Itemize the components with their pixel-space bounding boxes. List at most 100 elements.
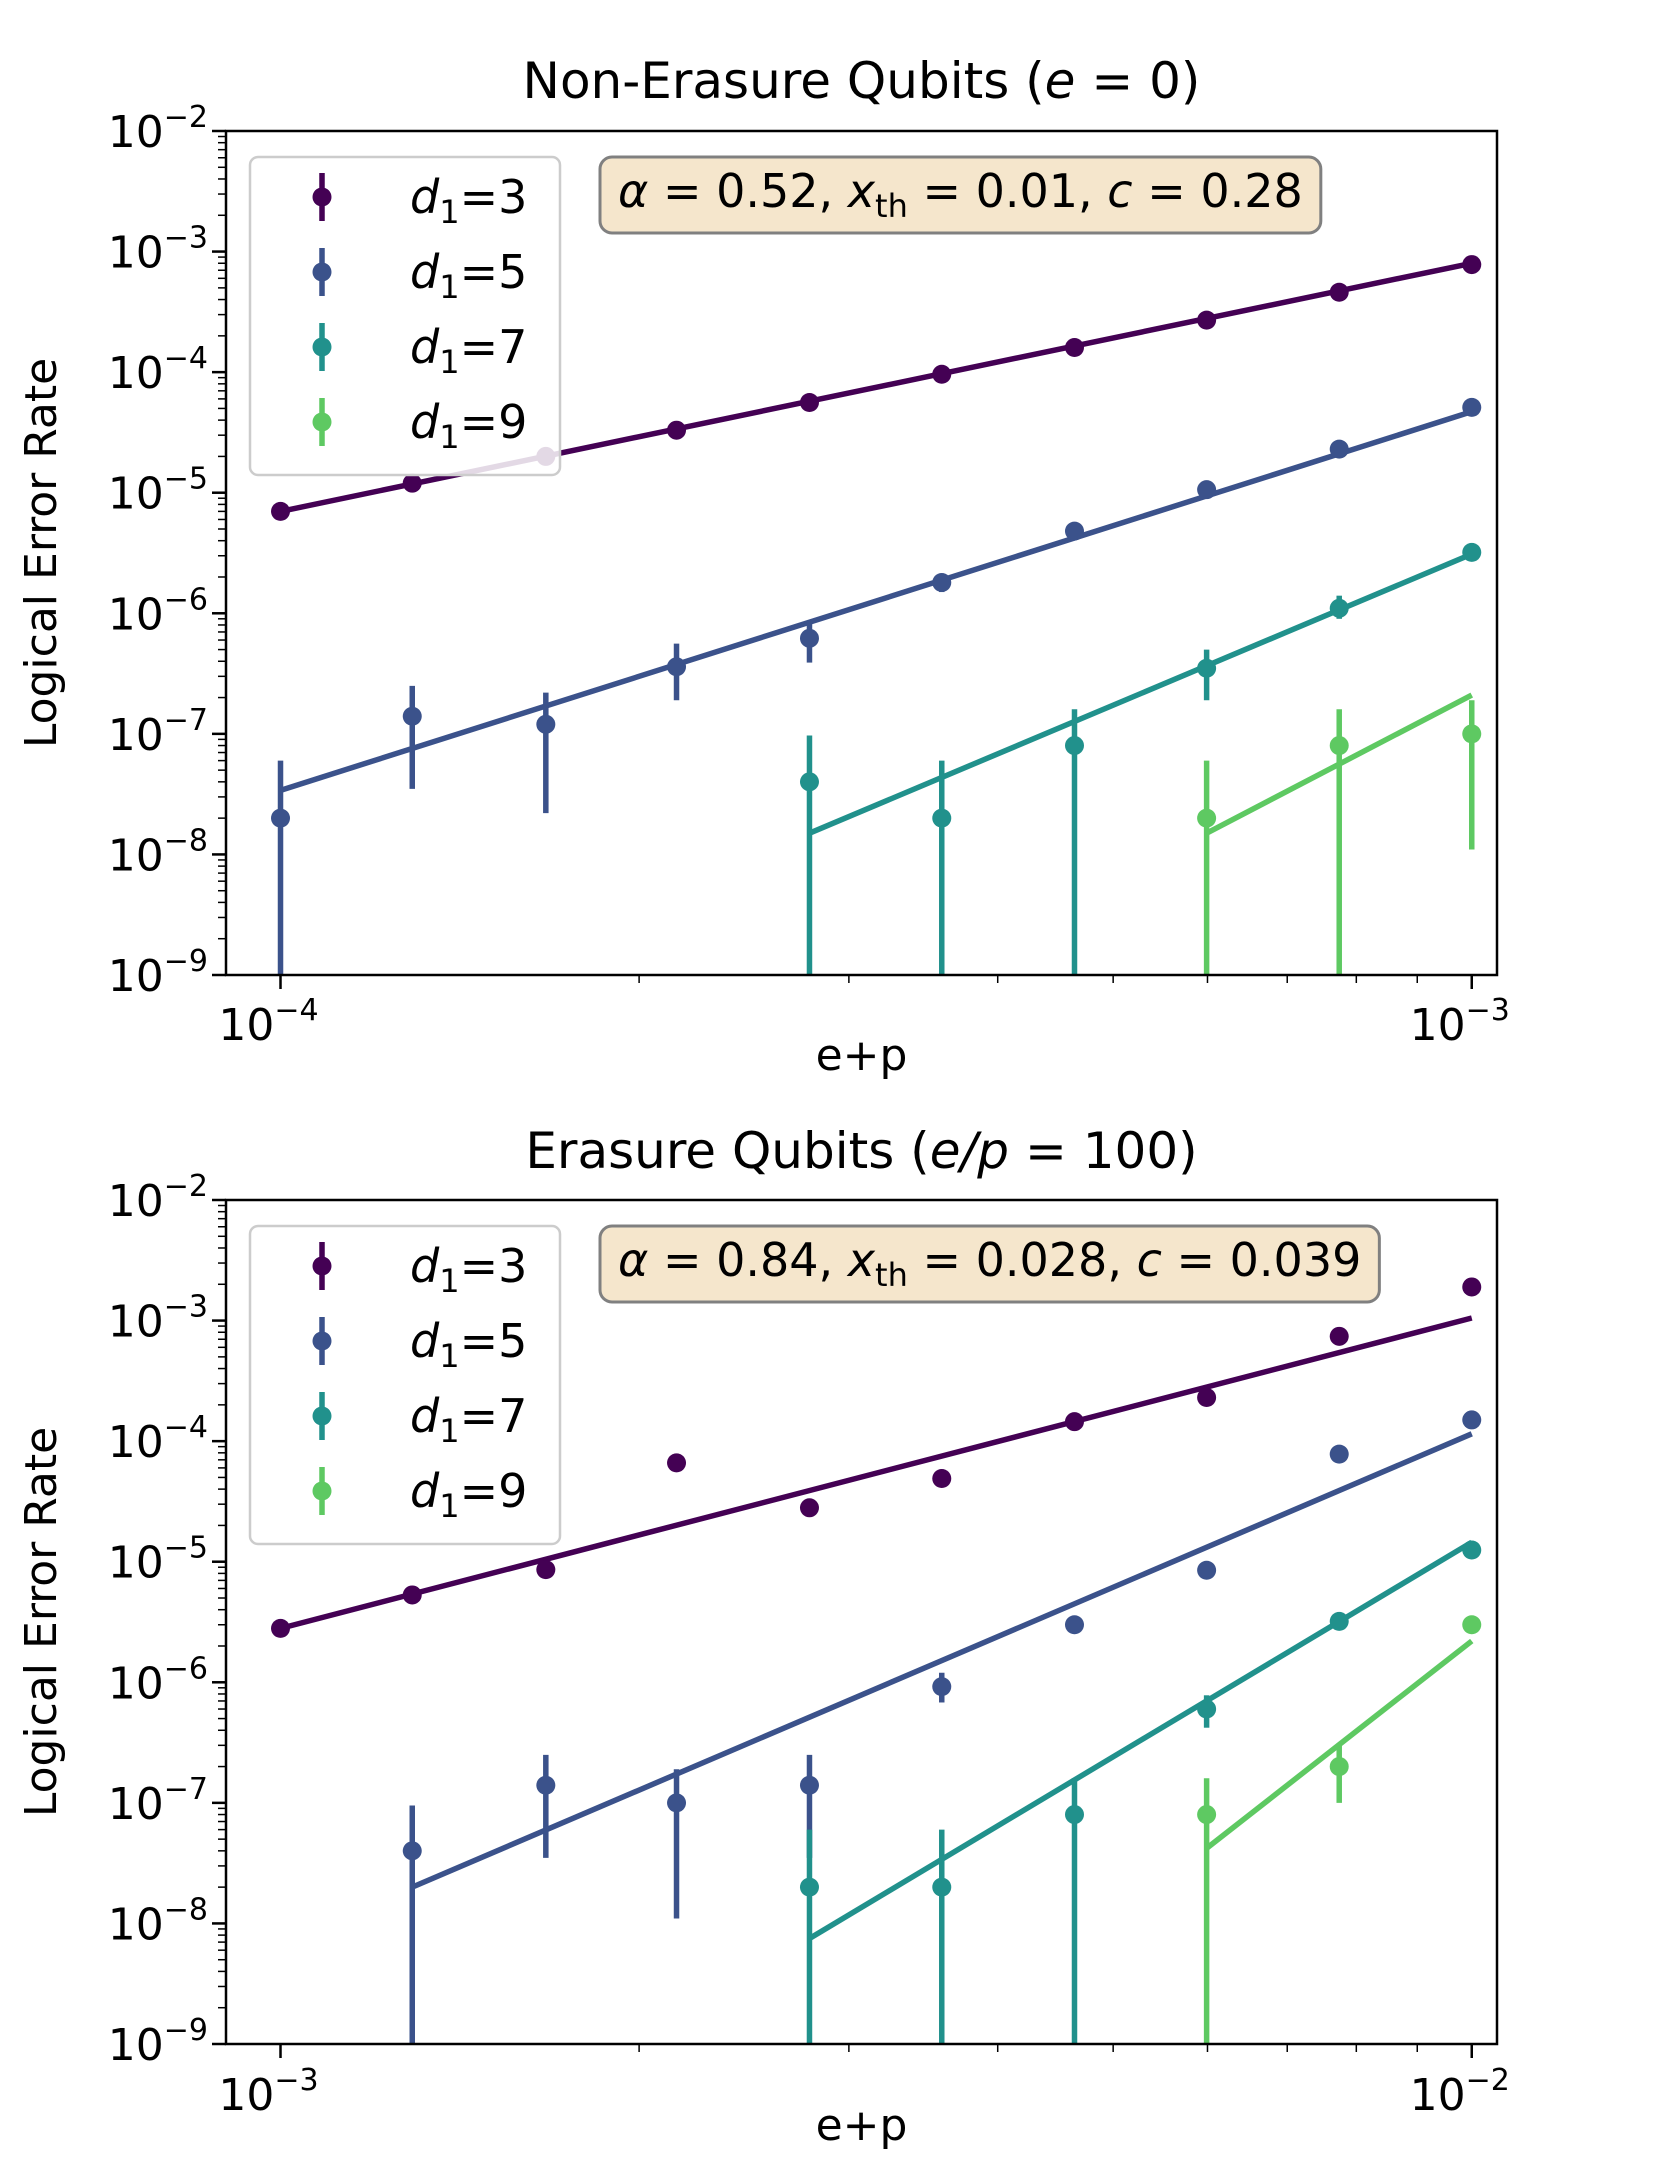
- legend-subscript: 1: [439, 1487, 459, 1525]
- data-point-d1-3: [667, 1453, 687, 1473]
- data-point-d1-7: [1329, 1611, 1349, 1631]
- y-tick-label: 10−9: [108, 944, 208, 1002]
- data-point-d1-7: [1197, 1699, 1217, 1719]
- data-point-d1-3: [799, 393, 819, 413]
- legend-var: d: [410, 1389, 440, 1443]
- tick-base: 10: [108, 348, 164, 399]
- chart-panel-2: Erasure Qubits (e/p = 100)10−910−810−710…: [16, 1122, 1510, 2151]
- data-point-d1-5: [932, 573, 952, 593]
- series-d1-7: [799, 1539, 1482, 2044]
- y-tick-label: 10−4: [108, 1410, 208, 1468]
- y-axis-label: Logical Error Rate: [16, 1427, 67, 1817]
- tick-exponent: −7: [164, 1772, 208, 1807]
- x-tick-label: 10−3: [1410, 993, 1510, 1051]
- legend-marker-d1-7: [312, 337, 332, 357]
- x-axis-label: e+p: [816, 1030, 908, 1081]
- tick-exponent: −3: [164, 221, 208, 256]
- title-variable: e: [1045, 52, 1076, 110]
- tick-exponent: −4: [164, 341, 208, 376]
- y-tick-label: 10−7: [108, 1772, 208, 1830]
- tick-base: 10: [108, 228, 164, 279]
- tick-base: 10: [108, 1658, 164, 1709]
- legend-marker-d1-9: [312, 412, 332, 432]
- data-point-d1-3: [1197, 310, 1217, 330]
- alpha-value: = 0.52,: [648, 164, 847, 218]
- fit-line-d1-7: [808, 1539, 1474, 1941]
- legend-subscript: 1: [439, 343, 459, 381]
- legend-marker-d1-3: [312, 187, 332, 207]
- data-point-d1-5: [536, 714, 556, 734]
- tick-base: 10: [108, 107, 164, 158]
- c-value: = 0.28: [1133, 164, 1303, 218]
- legend-var: d: [410, 395, 440, 449]
- series-d1-7: [799, 542, 1482, 975]
- legend: d1=3d1=5d1=7d1=9: [248, 1224, 562, 1546]
- data-point-d1-5: [1064, 521, 1084, 541]
- legend-var: d: [410, 1239, 440, 1293]
- tick-base: 10: [1410, 1000, 1466, 1051]
- legend-value: =7: [460, 1389, 528, 1443]
- data-point-d1-3: [536, 1560, 556, 1580]
- chart-title: Non-Erasure Qubits (e = 0): [523, 52, 1201, 110]
- data-point-d1-3: [402, 1585, 422, 1605]
- xth-subscript: th: [875, 1256, 908, 1294]
- tick-exponent: −2: [1466, 2063, 1510, 2098]
- legend-box: [248, 155, 562, 477]
- data-point-d1-5: [799, 628, 819, 648]
- y-tick-label: 10−5: [108, 1531, 208, 1589]
- legend-subscript: 1: [439, 1262, 459, 1300]
- data-point-d1-7: [799, 772, 819, 792]
- legend-value: =3: [460, 170, 528, 224]
- xth-value: = 0.028,: [908, 1233, 1137, 1287]
- fit-line-d1-7: [808, 551, 1473, 836]
- legend-subscript: 1: [439, 193, 459, 231]
- data-point-d1-5: [1329, 1444, 1349, 1464]
- data-point-d1-5: [271, 808, 291, 828]
- c-symbol: c: [1137, 1233, 1162, 1287]
- data-point-d1-7: [932, 808, 952, 828]
- tick-exponent: −4: [274, 993, 318, 1028]
- xth-value: = 0.01,: [908, 164, 1107, 218]
- tick-exponent: −6: [164, 1651, 208, 1686]
- data-point-d1-5: [667, 657, 687, 677]
- title-prefix: Non-Erasure Qubits (: [523, 52, 1045, 110]
- legend-box: [248, 1224, 562, 1546]
- annotation-box: [598, 155, 1323, 235]
- legend-var: d: [410, 170, 440, 224]
- legend-value: =5: [460, 245, 528, 299]
- data-point-d1-7: [1329, 598, 1349, 618]
- fit-line-d1-9: [1204, 1638, 1474, 1851]
- tick-exponent: −3: [164, 1290, 208, 1325]
- data-point-d1-7: [932, 1877, 952, 1897]
- data-point-d1-7: [1462, 542, 1482, 562]
- legend-label-d1-7: d1=7: [410, 1389, 527, 1450]
- plot-frame: [224, 1198, 1499, 2046]
- plot-area: [271, 1277, 1482, 2044]
- series-d1-5: [271, 397, 1482, 975]
- tick-base: 10: [218, 1000, 274, 1051]
- fit-line-d1-3: [279, 1315, 1473, 1632]
- tick-base: 10: [108, 1779, 164, 1830]
- data-point-d1-5: [402, 1841, 422, 1861]
- legend-value: =9: [460, 1464, 528, 1518]
- data-point-d1-5: [1329, 439, 1349, 459]
- legend-value: =5: [460, 1314, 528, 1368]
- legend-subscript: 1: [439, 1337, 459, 1375]
- title-prefix: Erasure Qubits (: [525, 1122, 929, 1180]
- tick-base: 10: [108, 2020, 164, 2071]
- data-point-d1-9: [1329, 736, 1349, 756]
- legend-marker-d1-5: [312, 262, 332, 282]
- data-point-d1-5: [799, 1775, 819, 1795]
- xth-symbol: x: [846, 1233, 876, 1287]
- tick-base: 10: [108, 1176, 164, 1227]
- y-tick-label: 10−3: [108, 1290, 208, 1348]
- legend-label-d1-7: d1=7: [410, 320, 527, 381]
- data-point-d1-9: [1462, 1615, 1482, 1635]
- data-point-d1-7: [1064, 736, 1084, 756]
- y-tick-label: 10−7: [108, 703, 208, 761]
- data-point-d1-3: [667, 420, 687, 440]
- tick-exponent: −9: [164, 2013, 208, 2048]
- data-point-d1-3: [932, 364, 952, 384]
- tick-exponent: −8: [164, 1892, 208, 1927]
